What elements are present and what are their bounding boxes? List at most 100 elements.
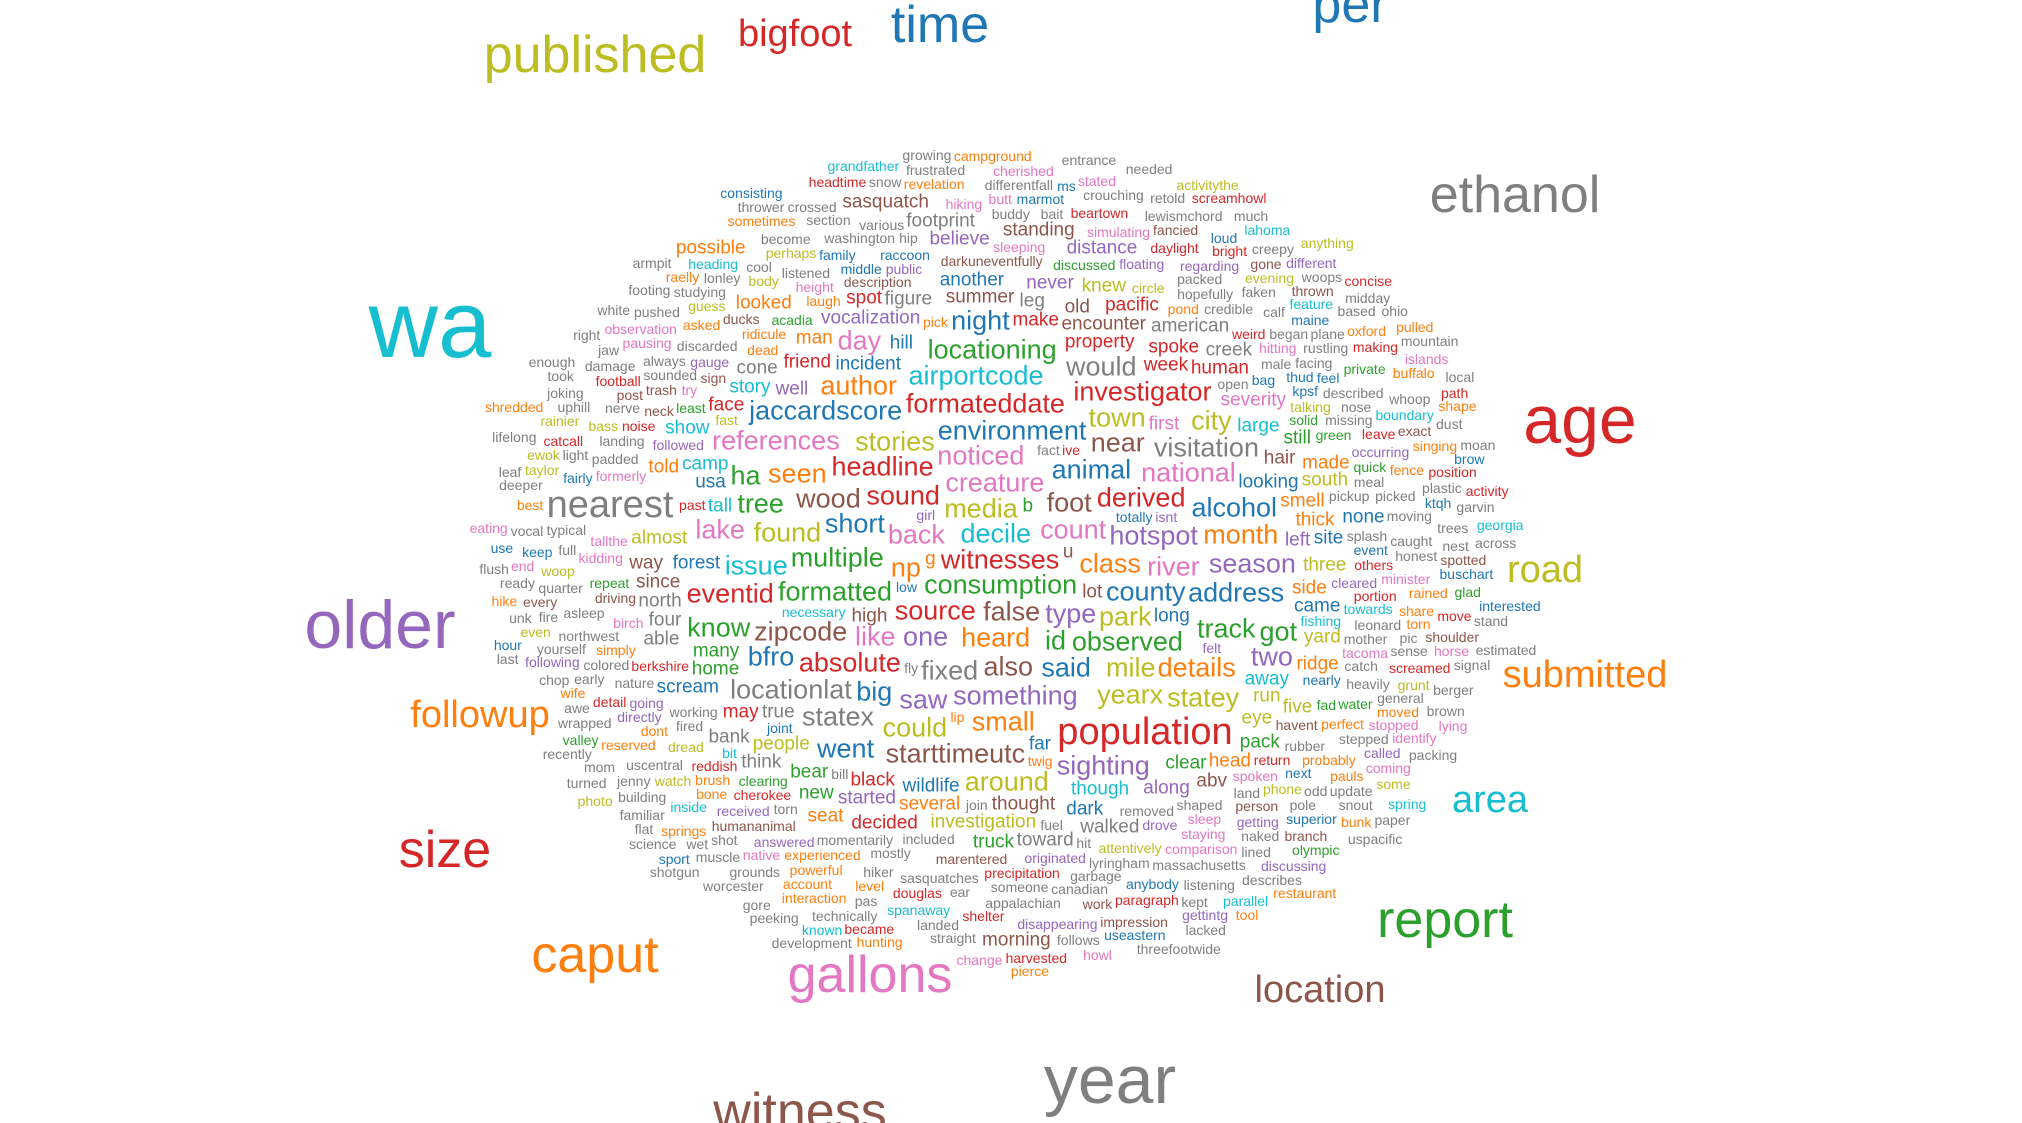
word-towards: towards	[1343, 600, 1393, 617]
word-green: green	[1315, 426, 1352, 443]
word-identify: identify	[1392, 730, 1437, 747]
word-locationlat: locationlat	[730, 674, 852, 705]
word-anything: anything	[1300, 234, 1354, 251]
word-humananimal: humananimal	[711, 817, 796, 834]
word-along: along	[1143, 777, 1190, 799]
word-taylor: taylor	[524, 461, 560, 478]
word-packing: packing	[1408, 746, 1458, 763]
word-usa: usa	[695, 471, 726, 493]
word-time: time	[890, 0, 990, 54]
word-run: run	[1253, 685, 1281, 707]
word-raccoon: raccoon	[880, 246, 930, 263]
word-bill: bill	[831, 766, 849, 783]
word-bone: bone	[696, 785, 728, 802]
word-boundary: boundary	[1375, 406, 1434, 423]
word-pack: pack	[1239, 731, 1280, 753]
word-incident: incident	[835, 353, 902, 375]
word-fired: fired	[675, 718, 704, 735]
word-lip: lip	[950, 709, 965, 726]
word-quick: quick	[1353, 458, 1387, 475]
word-work: work	[1082, 896, 1113, 913]
word-flat: flat	[634, 820, 654, 837]
word-uphill: uphill	[557, 399, 591, 416]
word-zipcode: zipcode	[754, 616, 848, 647]
word-called: called	[1363, 744, 1401, 761]
word-local: local	[1445, 369, 1475, 386]
word-recently: recently	[542, 745, 592, 762]
word-packed: packed	[1177, 270, 1223, 287]
word-end: end	[510, 557, 535, 574]
word-park: park	[1099, 601, 1152, 632]
word-mother: mother	[1343, 631, 1388, 648]
word-full: full	[558, 541, 577, 558]
word-footprint: footprint	[906, 210, 975, 232]
word-shot: shot	[711, 831, 738, 848]
word-fancied: fancied	[1153, 222, 1199, 239]
word-jaccardscore: jaccardscore	[749, 395, 903, 426]
word-type: type	[1045, 598, 1097, 629]
word-some: some	[1376, 775, 1411, 792]
word-singing: singing	[1412, 437, 1458, 454]
word-g: g	[925, 548, 936, 570]
word-perhaps: perhaps	[765, 244, 817, 261]
word-looked: looked	[735, 292, 792, 314]
word-hour: hour	[493, 637, 522, 654]
word-retold: retold	[1150, 189, 1186, 206]
word-spot: spot	[846, 287, 883, 309]
word-kpsf: kpsf	[1292, 382, 1319, 399]
word-yearx: yearx	[1097, 679, 1164, 710]
word-position: position	[1428, 464, 1477, 481]
word-yard: yard	[1303, 626, 1341, 648]
word-moved: moved	[1376, 703, 1420, 720]
word-ohio: ohio	[1381, 302, 1408, 319]
word-joint: joint	[766, 720, 793, 737]
word-back: back	[887, 519, 945, 550]
word-started: started	[837, 787, 896, 809]
word-totally: totally	[1115, 509, 1153, 526]
word-also: also	[983, 651, 1033, 682]
word-foot: foot	[1046, 487, 1092, 518]
word-hopefully: hopefully	[1177, 285, 1234, 302]
word-smell: smell	[1280, 490, 1325, 512]
word-may: may	[722, 701, 759, 723]
word-berger: berger	[1433, 681, 1474, 698]
word-sport: sport	[658, 850, 690, 867]
word-decided: decided	[851, 812, 918, 834]
word-even: even	[520, 624, 551, 641]
word-quarter: quarter	[538, 580, 583, 597]
word-daylight: daylight	[1150, 240, 1199, 257]
word-repeat: repeat	[589, 574, 630, 591]
word-making: making	[1352, 338, 1399, 355]
word-followup: followup	[410, 694, 550, 736]
word-level: level	[855, 877, 885, 894]
word-fairly: fairly	[563, 469, 593, 486]
word-caput: caput	[531, 926, 659, 984]
word-circle: circle	[1131, 280, 1165, 297]
word-interested: interested	[1479, 598, 1541, 615]
word-road: road	[1506, 549, 1584, 591]
word-honest: honest	[1395, 547, 1438, 564]
word-make: make	[1012, 309, 1059, 331]
word-neck: neck	[644, 402, 674, 419]
word-glad: glad	[1454, 584, 1481, 601]
word-splash: splash	[1346, 527, 1388, 544]
word-detail: detail	[592, 694, 627, 711]
word-first: first	[1148, 413, 1180, 435]
word-across: across	[1475, 535, 1517, 552]
word-town: town	[1088, 402, 1146, 433]
word-plane: plane	[1310, 325, 1345, 342]
word-grandfather: grandfather	[827, 157, 900, 174]
word-headtime: headtime	[808, 173, 867, 190]
word-update: update	[1329, 783, 1373, 800]
word-hill: hill	[889, 332, 914, 354]
word-acadia: acadia	[771, 311, 813, 328]
word-stand: stand	[1473, 613, 1509, 630]
word-torn: torn	[1406, 615, 1431, 632]
word-various: various	[859, 216, 905, 233]
word-meal: meal	[1353, 473, 1385, 490]
word-summer: summer	[945, 286, 1015, 308]
word-starttimeutc: starttimeutc	[885, 738, 1026, 769]
word-butt: butt	[988, 190, 1012, 207]
word-details: details	[1157, 652, 1236, 683]
word-media: media	[944, 493, 1018, 524]
